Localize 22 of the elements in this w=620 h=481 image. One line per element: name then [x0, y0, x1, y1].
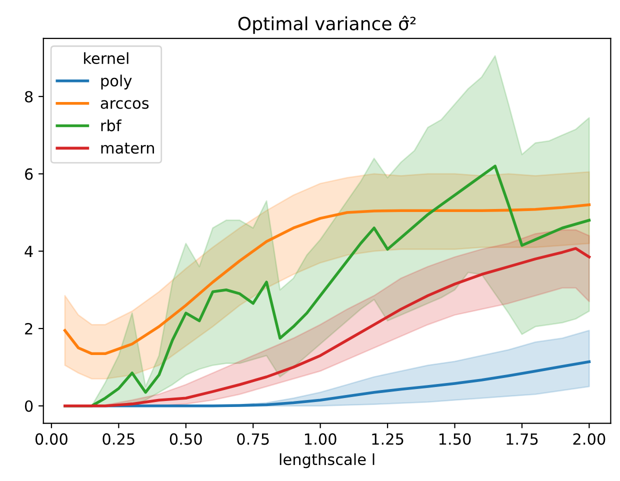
x-tick-label: 0.25: [102, 433, 134, 445]
legend-label: matern: [101, 142, 154, 154]
y-tick-label: 4: [24, 246, 33, 257]
x-tick-label: 1.25: [372, 433, 404, 445]
legend-label: arccos: [100, 100, 149, 109]
y-tick-label: 6: [25, 168, 33, 180]
line-series: [64, 203, 591, 356]
x-tick-label: 1.75: [506, 433, 538, 445]
y-tick-label: 0: [24, 400, 33, 412]
x-tick-label: 1.00: [305, 433, 336, 445]
x-tick-label: 2.00: [573, 433, 606, 445]
chart-title: Optimal variance σ̂²: [238, 16, 416, 34]
x-axis-title: lengthscale l: [280, 453, 374, 468]
legend-label: poly: [101, 74, 132, 90]
x-tick-label: 1.50: [439, 433, 471, 445]
legend-label: rbf: [101, 120, 122, 132]
y-tick-label: 2: [25, 322, 32, 334]
legend-title: kernel: [84, 52, 128, 64]
x-tick-label: 0.00: [35, 433, 68, 445]
y-tick-label: 8: [24, 90, 33, 103]
x-tick-label: 0.75: [237, 433, 269, 445]
x-tick-label: 0.50: [170, 433, 202, 445]
